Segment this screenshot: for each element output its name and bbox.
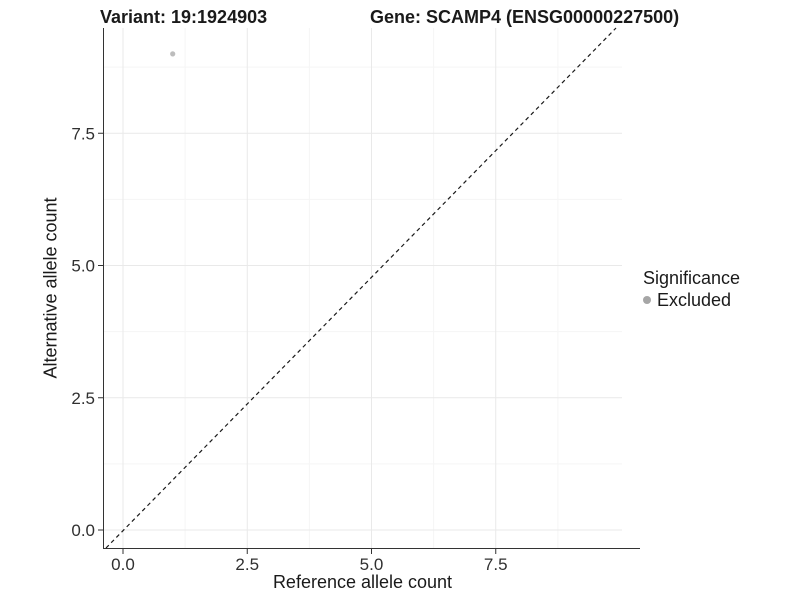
plot-title-gene: Gene: SCAMP4 (ENSG00000227500): [370, 7, 680, 27]
legend: Significance Excluded: [643, 268, 740, 310]
y-tick-label: 2.5: [71, 389, 95, 408]
y-tick-label: 0.0: [71, 521, 95, 540]
y-axis-title: Alternative allele count: [40, 197, 61, 379]
legend-title: Significance: [643, 268, 741, 288]
x-tick-label: 2.5: [235, 555, 259, 574]
x-tick-label: 0.0: [111, 555, 135, 574]
y-tick-label: 5.0: [71, 257, 95, 276]
y-tick-label: 7.5: [71, 124, 95, 143]
x-tick-label: 7.5: [484, 555, 508, 574]
identity-line: [105, 27, 617, 549]
x-tick-label: 5.0: [360, 555, 384, 574]
plot-title-variant: Variant: 19:1924903: [100, 7, 268, 27]
legend-point-icon: [643, 296, 651, 304]
x-axis-title: Reference allele count: [272, 572, 453, 592]
legend-item-excluded: Excluded: [643, 290, 740, 310]
data-point: [170, 51, 176, 57]
legend-item-label: Excluded: [657, 290, 732, 310]
